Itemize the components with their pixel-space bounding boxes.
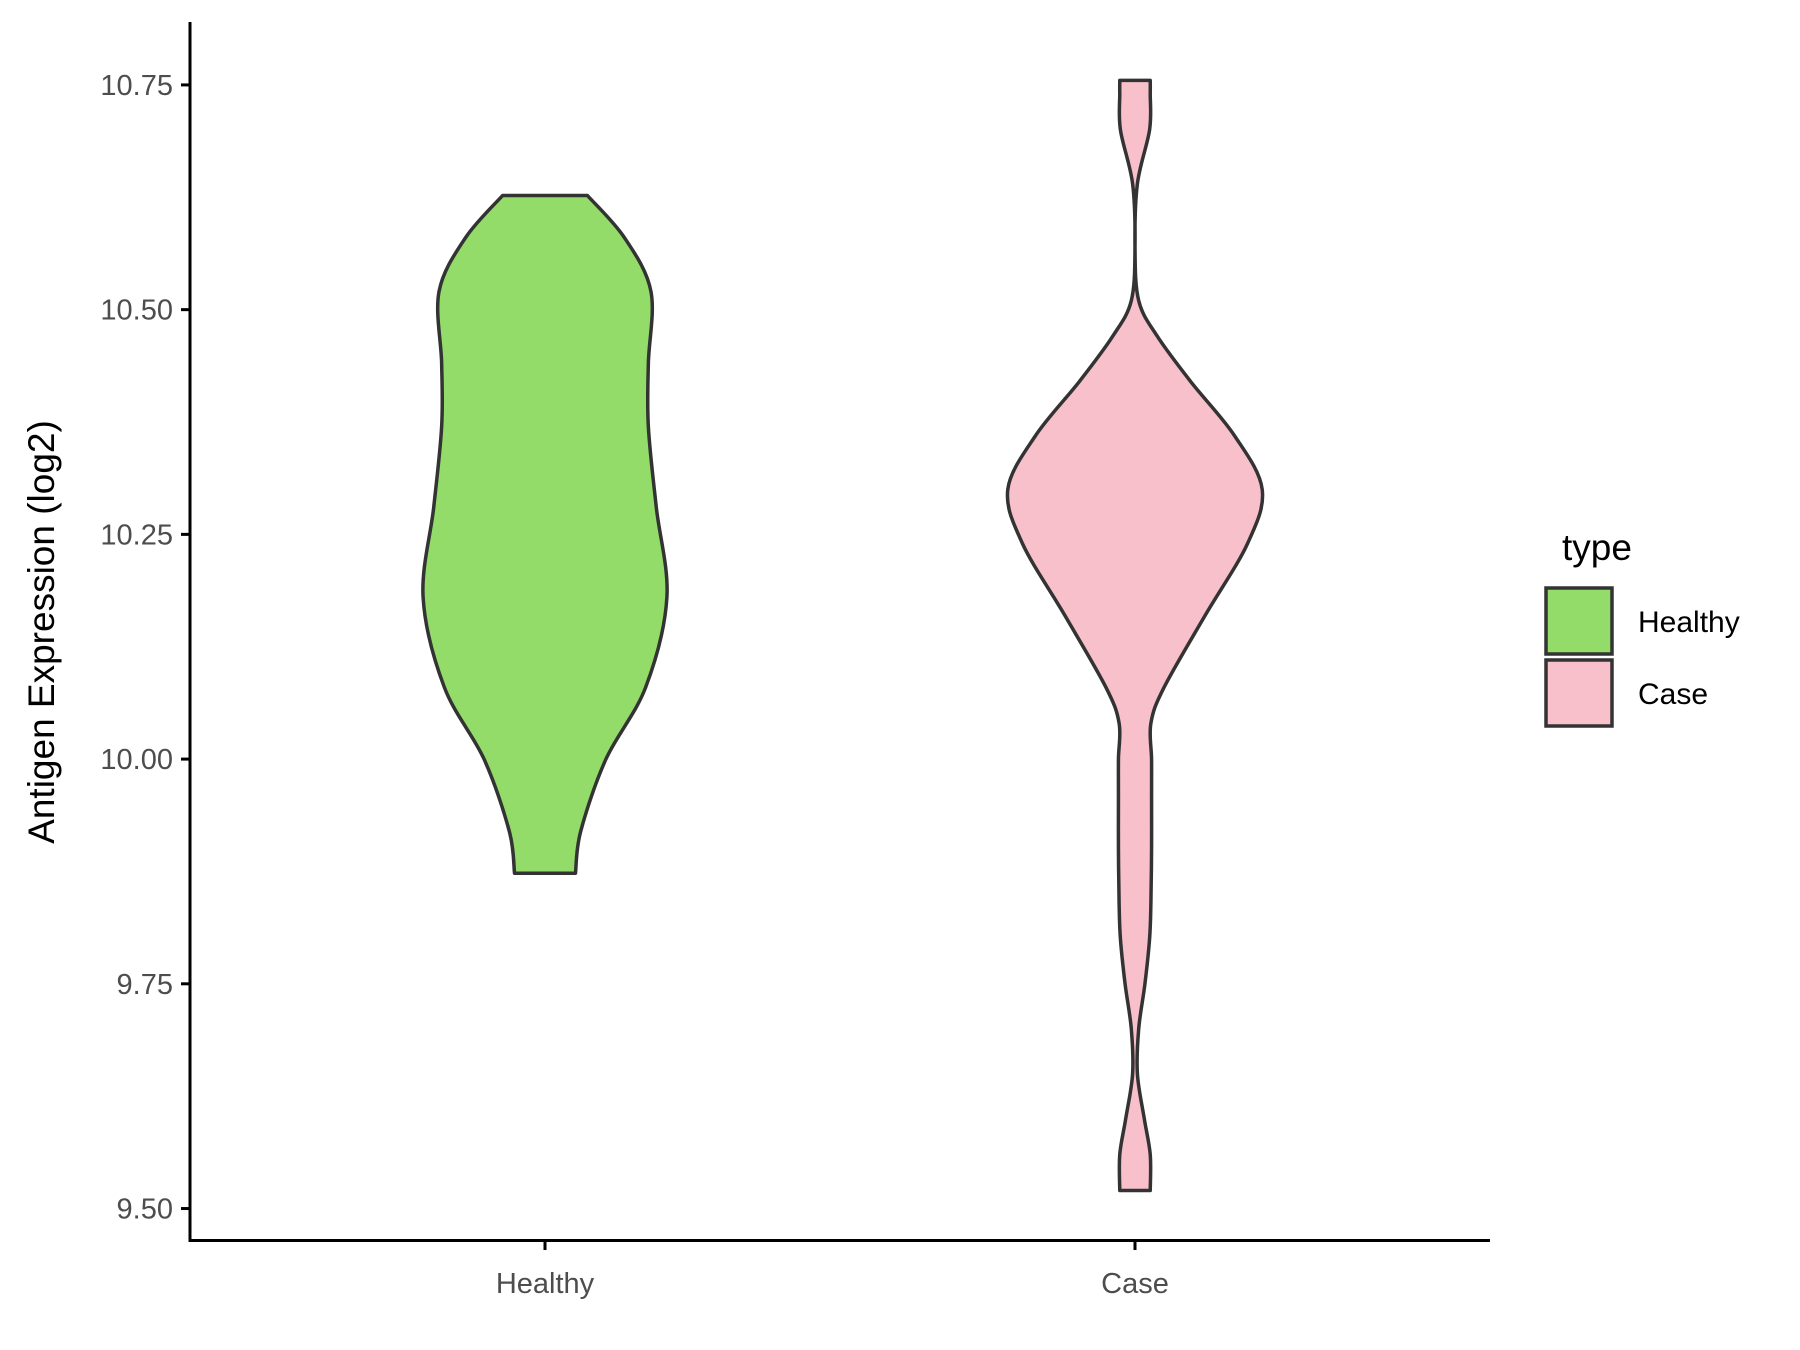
y-tick-label: 9.50 (117, 1194, 173, 1226)
y-tick-label: 10.00 (100, 744, 173, 776)
legend-title: type (1562, 527, 1632, 568)
x-tick-label: Healthy (496, 1268, 595, 1300)
violins-layer (421, 78, 1265, 1193)
legend-items: Healthy Case (1544, 586, 1740, 728)
x-tick-label: Case (1101, 1268, 1169, 1300)
y-axis-title: Antigen Expression (log2) (21, 420, 62, 844)
legend-label-healthy: Healthy (1638, 606, 1740, 639)
violin-healthy (421, 193, 669, 876)
y-axis-ticks: 9.50 9.75 10.00 10.25 10.50 10.75 (100, 70, 190, 1226)
legend-swatch-healthy (1544, 586, 1614, 656)
legend-label-case: Case (1638, 678, 1708, 711)
legend: type Healthy Case (1544, 527, 1740, 728)
y-tick-label: 9.75 (117, 969, 173, 1001)
x-axis-ticks: Healthy Case (496, 1240, 1169, 1300)
y-tick-label: 10.25 (100, 519, 173, 551)
y-tick-label: 10.75 (100, 70, 173, 102)
violin-case (1005, 78, 1265, 1193)
y-tick-label: 10.50 (100, 295, 173, 327)
legend-swatch-case (1544, 658, 1614, 728)
